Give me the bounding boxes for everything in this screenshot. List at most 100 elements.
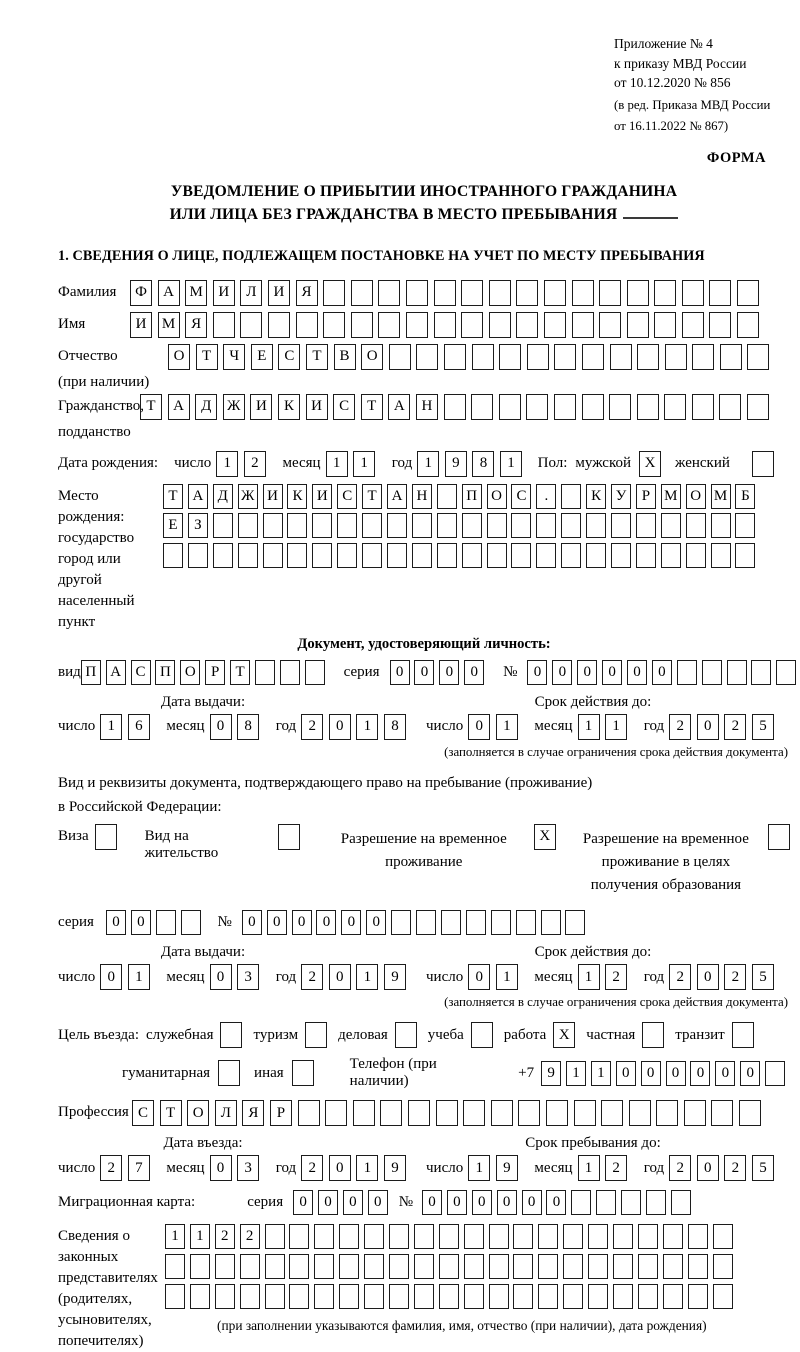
char-cell[interactable]: Т: [305, 343, 328, 370]
char-cell[interactable]: [621, 1190, 642, 1216]
char-cell[interactable]: Т: [230, 659, 251, 685]
char-cell[interactable]: 0: [521, 1190, 542, 1216]
char-cell[interactable]: 2: [605, 964, 628, 991]
char-cell[interactable]: П: [155, 659, 176, 685]
char-cell[interactable]: [599, 279, 622, 306]
char-cell[interactable]: [289, 1283, 310, 1309]
char-cell[interactable]: [712, 1253, 733, 1279]
char-cell[interactable]: [314, 1224, 335, 1250]
char-cell[interactable]: [436, 483, 457, 509]
char-cell[interactable]: [465, 910, 486, 936]
char-cell[interactable]: [526, 343, 549, 370]
char-cell[interactable]: 0: [389, 659, 410, 685]
char-cell[interactable]: [553, 393, 576, 420]
char-cell[interactable]: [214, 1253, 235, 1279]
char-cell[interactable]: [240, 311, 263, 338]
char-cell[interactable]: [378, 279, 401, 306]
char-cell[interactable]: 0: [316, 910, 337, 936]
purpose-humanitarian-checkbox[interactable]: [218, 1060, 241, 1087]
char-cell[interactable]: 0: [464, 659, 485, 685]
char-cell[interactable]: Е: [250, 343, 273, 370]
char-cell[interactable]: [613, 1253, 634, 1279]
char-cell[interactable]: 0: [696, 1155, 719, 1182]
female-checkbox[interactable]: [752, 450, 774, 477]
char-cell[interactable]: И: [212, 279, 235, 306]
char-cell[interactable]: [719, 393, 742, 420]
char-cell[interactable]: А: [387, 483, 408, 509]
char-cell[interactable]: 0: [342, 1190, 363, 1216]
char-cell[interactable]: [563, 1224, 584, 1250]
char-cell[interactable]: .: [536, 483, 557, 509]
char-cell[interactable]: 7: [127, 1155, 150, 1182]
char-cell[interactable]: [237, 542, 258, 568]
char-cell[interactable]: [692, 343, 715, 370]
char-cell[interactable]: [637, 343, 660, 370]
char-cell[interactable]: [516, 279, 539, 306]
char-cell[interactable]: Б: [735, 483, 756, 509]
char-cell[interactable]: [312, 542, 333, 568]
char-cell[interactable]: [687, 1253, 708, 1279]
char-cell[interactable]: [660, 513, 681, 539]
char-cell[interactable]: С: [333, 393, 356, 420]
char-cell[interactable]: [304, 659, 325, 685]
char-cell[interactable]: [664, 343, 687, 370]
char-cell[interactable]: В: [333, 343, 356, 370]
char-cell[interactable]: [654, 311, 677, 338]
char-cell[interactable]: [350, 311, 373, 338]
char-cell[interactable]: 0: [627, 659, 648, 685]
char-cell[interactable]: 0: [422, 1190, 442, 1216]
char-cell[interactable]: [710, 542, 731, 568]
char-cell[interactable]: Т: [163, 483, 183, 509]
char-cell[interactable]: [352, 1100, 375, 1127]
male-checkbox[interactable]: X: [639, 450, 662, 477]
char-cell[interactable]: А: [157, 279, 180, 306]
char-cell[interactable]: [637, 1253, 658, 1279]
char-cell[interactable]: 0: [546, 1190, 567, 1216]
char-cell[interactable]: [601, 1100, 624, 1127]
char-cell[interactable]: [751, 659, 772, 685]
char-cell[interactable]: [295, 311, 318, 338]
char-cell[interactable]: 0: [696, 964, 719, 991]
char-cell[interactable]: [596, 1190, 617, 1216]
char-cell[interactable]: [687, 1224, 708, 1250]
char-cell[interactable]: [279, 659, 300, 685]
char-cell[interactable]: 2: [301, 713, 324, 740]
char-cell[interactable]: [581, 343, 604, 370]
char-cell[interactable]: [513, 1283, 534, 1309]
char-cell[interactable]: 0: [715, 1060, 736, 1086]
char-cell[interactable]: [287, 513, 308, 539]
char-cell[interactable]: [239, 1253, 260, 1279]
char-cell[interactable]: 1: [417, 450, 440, 477]
char-cell[interactable]: [436, 542, 457, 568]
char-cell[interactable]: [264, 1283, 285, 1309]
char-cell[interactable]: И: [312, 483, 333, 509]
char-cell[interactable]: 0: [241, 910, 262, 936]
char-cell[interactable]: [637, 1283, 658, 1309]
char-cell[interactable]: [350, 279, 373, 306]
char-cell[interactable]: Ф: [130, 279, 152, 306]
char-cell[interactable]: 0: [740, 1060, 761, 1086]
char-cell[interactable]: [262, 513, 283, 539]
char-cell[interactable]: 2: [724, 1155, 747, 1182]
char-cell[interactable]: Т: [360, 393, 383, 420]
char-cell[interactable]: [701, 659, 722, 685]
char-cell[interactable]: [339, 1253, 360, 1279]
char-cell[interactable]: [712, 1283, 733, 1309]
char-cell[interactable]: [735, 542, 756, 568]
char-cell[interactable]: Т: [195, 343, 218, 370]
char-cell[interactable]: [391, 910, 412, 936]
char-cell[interactable]: [165, 1283, 185, 1309]
char-cell[interactable]: [364, 1224, 385, 1250]
char-cell[interactable]: А: [167, 393, 190, 420]
char-cell[interactable]: [411, 513, 432, 539]
char-cell[interactable]: 0: [471, 1190, 492, 1216]
char-cell[interactable]: О: [361, 343, 384, 370]
char-cell[interactable]: 2: [724, 713, 747, 740]
char-cell[interactable]: [765, 1060, 786, 1086]
char-cell[interactable]: [214, 1283, 235, 1309]
purpose-official-checkbox[interactable]: [220, 1022, 243, 1049]
char-cell[interactable]: 1: [189, 1224, 210, 1250]
char-cell[interactable]: [488, 1224, 509, 1250]
char-cell[interactable]: [628, 1100, 651, 1127]
char-cell[interactable]: 0: [496, 1190, 517, 1216]
